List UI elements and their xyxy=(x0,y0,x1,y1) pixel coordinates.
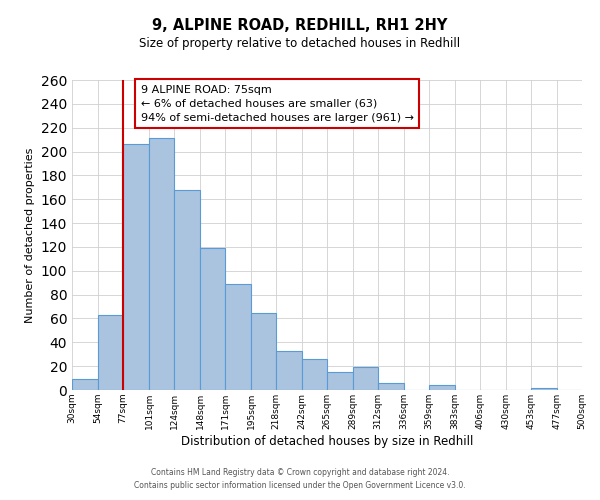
Bar xyxy=(378,383,404,390)
Bar xyxy=(302,359,327,390)
Bar xyxy=(200,248,225,390)
Bar xyxy=(531,388,557,390)
Bar xyxy=(429,385,455,390)
Bar xyxy=(327,372,353,390)
Bar xyxy=(353,368,378,390)
Text: 9 ALPINE ROAD: 75sqm
← 6% of detached houses are smaller (63)
94% of semi-detach: 9 ALPINE ROAD: 75sqm ← 6% of detached ho… xyxy=(141,84,414,122)
Bar xyxy=(98,315,123,390)
Bar xyxy=(276,350,302,390)
Y-axis label: Number of detached properties: Number of detached properties xyxy=(25,148,35,322)
Text: Size of property relative to detached houses in Redhill: Size of property relative to detached ho… xyxy=(139,38,461,51)
Bar xyxy=(72,380,98,390)
Bar xyxy=(123,144,149,390)
Bar xyxy=(251,312,276,390)
Text: Contains HM Land Registry data © Crown copyright and database right 2024.: Contains HM Land Registry data © Crown c… xyxy=(151,468,449,477)
Text: Contains public sector information licensed under the Open Government Licence v3: Contains public sector information licen… xyxy=(134,480,466,490)
Bar xyxy=(174,190,200,390)
X-axis label: Distribution of detached houses by size in Redhill: Distribution of detached houses by size … xyxy=(181,434,473,448)
Text: 9, ALPINE ROAD, REDHILL, RH1 2HY: 9, ALPINE ROAD, REDHILL, RH1 2HY xyxy=(152,18,448,32)
Bar xyxy=(149,138,174,390)
Bar xyxy=(225,284,251,390)
